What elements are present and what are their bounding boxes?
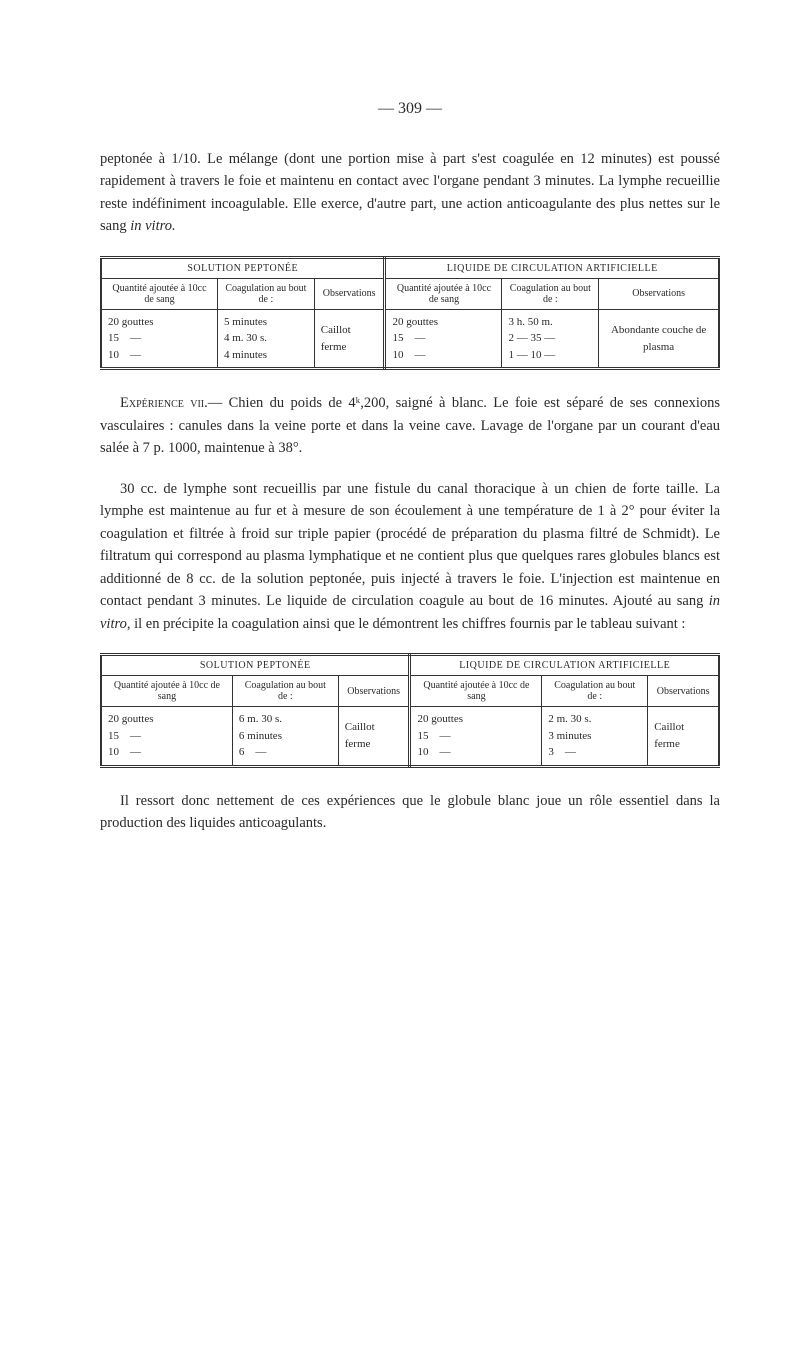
- paragraph-2: Expérience vii.— Chien du poids de 4ᵏ,20…: [100, 392, 720, 459]
- t2-c1: 20 gouttes 15 — 10 —: [101, 707, 232, 767]
- p2-smallcaps: Expérience vii.: [120, 395, 208, 411]
- t1-c6: Abondante couche de plasma: [599, 309, 719, 369]
- t2-section-right: LIQUIDE DE CIRCULATION ARTIFICIELLE: [410, 655, 719, 676]
- t1-h4: Quantité ajoutée à 10cc de sang: [385, 278, 502, 309]
- t1-h1: Quantité ajoutée à 10cc de sang: [101, 278, 217, 309]
- t2-h4: Quantité ajoutée à 10cc de sang: [410, 676, 542, 707]
- t2-c2: 6 m. 30 s. 6 minutes 6 —: [232, 707, 338, 767]
- t1-c1: 20 gouttes 15 — 10 —: [101, 309, 217, 369]
- t2-c6: Caillot ferme: [648, 707, 719, 767]
- t2-section-left: SOLUTION PEPTONÉE: [101, 655, 410, 676]
- t1-section-left: SOLUTION PEPTONÉE: [101, 257, 385, 278]
- t1-h3: Observations: [314, 278, 385, 309]
- t2-c3: Caillot ferme: [338, 707, 410, 767]
- t1-c4: 20 gouttes 15 — 10 —: [385, 309, 502, 369]
- t1-h5: Coagulation au bout de :: [502, 278, 599, 309]
- t2-c5: 2 m. 30 s. 3 minutes 3 —: [542, 707, 648, 767]
- t2-h6: Observations: [648, 676, 719, 707]
- table-1: SOLUTION PEPTONÉE LIQUIDE DE CIRCULATION…: [100, 256, 720, 371]
- t1-section-right: LIQUIDE DE CIRCULATION ARTIFICIELLE: [385, 257, 719, 278]
- page-number: — 309 —: [100, 100, 720, 118]
- t2-h1: Quantité ajoutée à 10cc de sang: [101, 676, 232, 707]
- t2-h2: Coagulation au bout de :: [232, 676, 338, 707]
- p3-text: 30 cc. de lymphe sont recueillis par une…: [100, 481, 720, 609]
- t1-h2: Coagulation au bout de :: [217, 278, 314, 309]
- t1-c2: 5 minutes 4 m. 30 s. 4 minutes: [217, 309, 314, 369]
- t1-c5: 3 h. 50 m. 2 — 35 — 1 — 10 —: [502, 309, 599, 369]
- t1-c3: Caillot ferme: [314, 309, 385, 369]
- table-2: SOLUTION PEPTONÉE LIQUIDE DE CIRCULATION…: [100, 653, 720, 768]
- p1-text: peptonée à 1/10. Le mélange (dont une po…: [100, 151, 720, 234]
- t2-c4: 20 gouttes 15 — 10 —: [410, 707, 542, 767]
- t1-h6: Observations: [599, 278, 719, 309]
- paragraph-3: 30 cc. de lymphe sont recueillis par une…: [100, 478, 720, 635]
- paragraph-1: peptonée à 1/10. Le mélange (dont une po…: [100, 148, 720, 238]
- p1-italic: in vitro.: [130, 218, 175, 234]
- t2-h5: Coagulation au bout de :: [542, 676, 648, 707]
- paragraph-4: Il ressort donc nettement de ces expérie…: [100, 790, 720, 835]
- t2-h3: Observations: [338, 676, 410, 707]
- p3-rest: , il en précipite la coagulation ainsi q…: [127, 616, 686, 632]
